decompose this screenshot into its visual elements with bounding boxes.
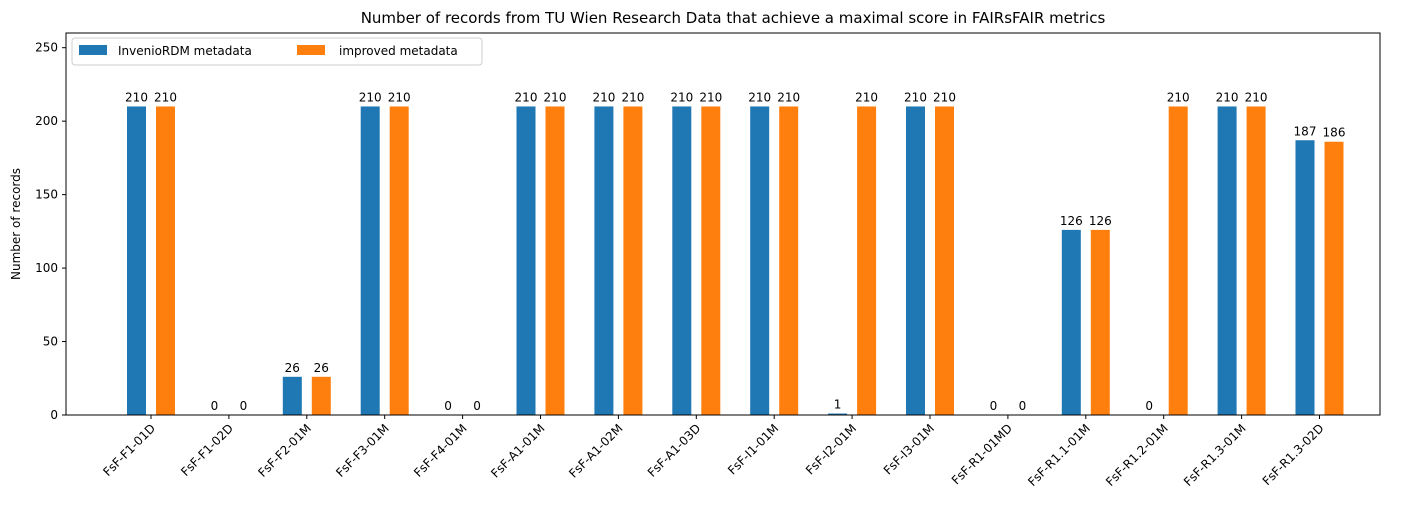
data-label: 210 <box>592 90 615 104</box>
data-label: 210 <box>1167 90 1190 104</box>
y-tick-label: 200 <box>35 114 58 128</box>
data-label: 0 <box>240 399 248 413</box>
bar-inveniordm-FsF-R1.1-01M <box>1061 229 1081 415</box>
bar-improved-FsF-A1-01M <box>545 106 565 416</box>
bar-inveniordm-FsF-F1-01D <box>127 106 146 416</box>
data-label: 210 <box>1245 90 1268 104</box>
data-label: 210 <box>544 90 567 104</box>
y-tick-label: 100 <box>35 261 58 275</box>
data-label: 210 <box>748 90 771 104</box>
bar-improved-FsF-F3-01M <box>389 106 409 416</box>
data-label: 210 <box>1216 90 1239 104</box>
bar-inveniordm-FsF-A1-02M <box>594 106 614 416</box>
legend-swatch-improved <box>297 45 325 55</box>
data-label: 126 <box>1060 214 1083 228</box>
data-label: 186 <box>1323 126 1346 140</box>
data-label: 0 <box>990 399 998 413</box>
data-label: 126 <box>1089 214 1112 228</box>
data-label: 26 <box>285 361 300 375</box>
bar-improved-FsF-A1-02M <box>623 106 643 416</box>
data-label: 26 <box>314 361 329 375</box>
legend-label-improved: improved metadata <box>339 44 458 58</box>
bar-improved-FsF-R1.3-02D <box>1324 141 1344 415</box>
bar-inveniordm-FsF-I3-01M <box>906 106 925 416</box>
data-label: 1 <box>834 398 842 412</box>
bar-improved-FsF-F1-01D <box>156 106 175 416</box>
bar-inveniordm-FsF-F2-01M <box>282 376 302 415</box>
data-label: 210 <box>621 90 644 104</box>
chart-title: Number of records from TU Wien Research … <box>361 9 1106 27</box>
bar-improved-FsF-A1-03D <box>701 106 721 416</box>
bar-inveniordm-FsF-R1.3-01M <box>1217 106 1237 416</box>
data-label: 0 <box>1145 399 1153 413</box>
bar-inveniordm-FsF-I1-01M <box>750 106 770 416</box>
data-label: 210 <box>388 90 411 104</box>
y-axis-label: Number of records <box>9 168 23 280</box>
data-label: 210 <box>154 90 177 104</box>
data-label: 0 <box>444 399 452 413</box>
y-tick-label: 50 <box>43 335 58 349</box>
bar-inveniordm-FsF-A1-01M <box>516 106 536 416</box>
bar-inveniordm-FsF-A1-03D <box>672 106 692 416</box>
data-label: 210 <box>699 90 722 104</box>
legend-frame <box>71 37 483 66</box>
bar-inveniordm-FsF-I2-01M <box>828 413 848 415</box>
legend-swatch-inveniordm <box>79 45 107 55</box>
data-label: 210 <box>515 90 538 104</box>
data-label: 210 <box>670 90 693 104</box>
bar-improved-FsF-R1.1-01M <box>1090 229 1110 415</box>
y-tick-label: 150 <box>35 188 58 202</box>
y-tick-label: 0 <box>50 408 58 422</box>
legend-label-inveniordm: InvenioRDM metadata <box>118 44 252 58</box>
data-label: 210 <box>933 90 956 104</box>
data-label: 210 <box>777 90 800 104</box>
bar-improved-FsF-R1.2-01M <box>1168 106 1188 416</box>
bar-inveniordm-FsF-R1.3-02D <box>1295 140 1315 415</box>
legend: InvenioRDM metadata improved metadata <box>71 37 483 66</box>
data-label: 0 <box>473 399 481 413</box>
bar-inveniordm-FsF-F3-01M <box>360 106 380 416</box>
bar-improved-FsF-F2-01M <box>311 376 331 415</box>
data-label: 210 <box>855 90 878 104</box>
data-label: 187 <box>1294 124 1317 138</box>
bar-improved-FsF-I2-01M <box>857 106 877 416</box>
y-tick-label: 250 <box>35 41 58 55</box>
bar-improved-FsF-I1-01M <box>779 106 799 416</box>
data-label: 210 <box>359 90 382 104</box>
bar-improved-FsF-I3-01M <box>935 106 954 416</box>
plot-frame <box>65 32 1381 416</box>
data-label: 0 <box>1019 399 1027 413</box>
data-label: 210 <box>125 90 148 104</box>
bar-improved-FsF-R1.3-01M <box>1246 106 1266 416</box>
data-label: 0 <box>211 399 219 413</box>
data-label: 210 <box>904 90 927 104</box>
